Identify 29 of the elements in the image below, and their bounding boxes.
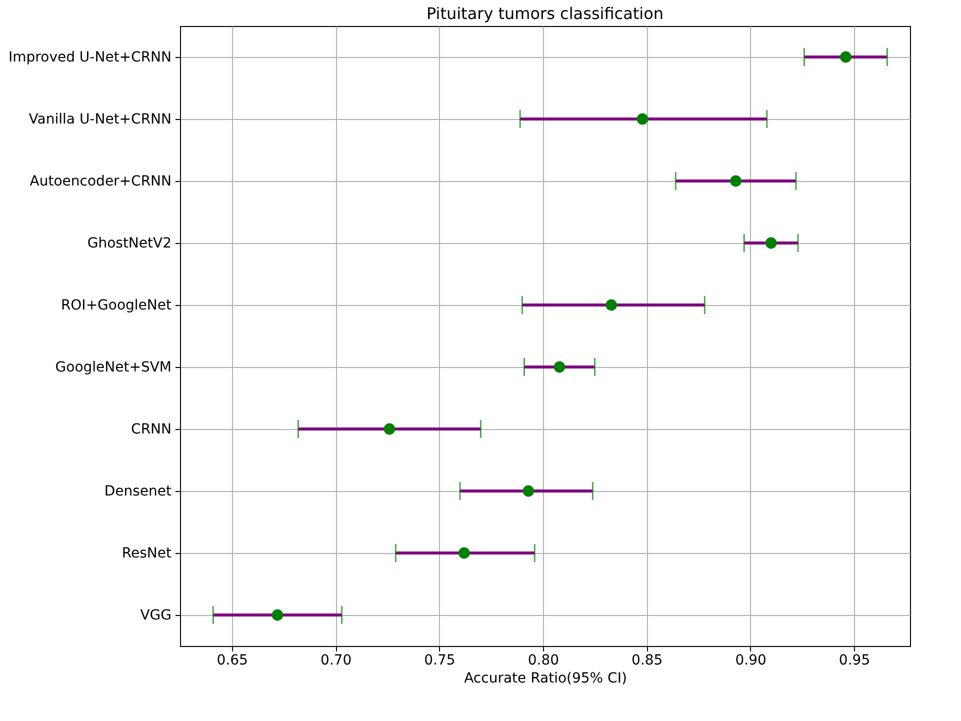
point (840, 51, 852, 63)
x-tick-label: 0.95 (838, 652, 870, 668)
point (458, 547, 470, 559)
point (554, 361, 566, 373)
y-tick-label: VGG (140, 608, 172, 624)
x-tick-label: 0.70 (320, 652, 352, 668)
x-tick-label: 0.75 (424, 652, 456, 668)
x-tick-label: 0.85 (632, 652, 663, 668)
y-tick-label: ResNet (122, 546, 172, 562)
point (606, 299, 618, 311)
y-tick-label: GhostNetV2 (87, 236, 172, 252)
y-tick-label: ROI+GoogleNet (60, 298, 172, 314)
y-tick-label: Densenet (104, 484, 172, 500)
x-axis-title: Accurate Ratio(95% CI) (464, 670, 627, 686)
x-tick-label: 0.80 (528, 652, 560, 668)
point (765, 237, 777, 249)
y-tick-label: Vanilla U-Net+CRNN (28, 112, 172, 128)
chart-title: Pituitary tumors classification (426, 4, 664, 23)
point (384, 423, 396, 435)
x-tick-label: 0.65 (216, 652, 248, 668)
x-tick-label: 0.90 (735, 652, 766, 668)
point (272, 609, 284, 621)
point (636, 113, 648, 125)
y-tick-label: Autoencoder+CRNN (30, 174, 172, 190)
y-tick-label: GoogleNet+SVM (55, 360, 172, 376)
y-tick-label: CRNN (131, 422, 172, 438)
point (522, 485, 534, 497)
y-tick-label: Improved U-Net+CRNN (8, 50, 172, 66)
point (730, 175, 742, 187)
